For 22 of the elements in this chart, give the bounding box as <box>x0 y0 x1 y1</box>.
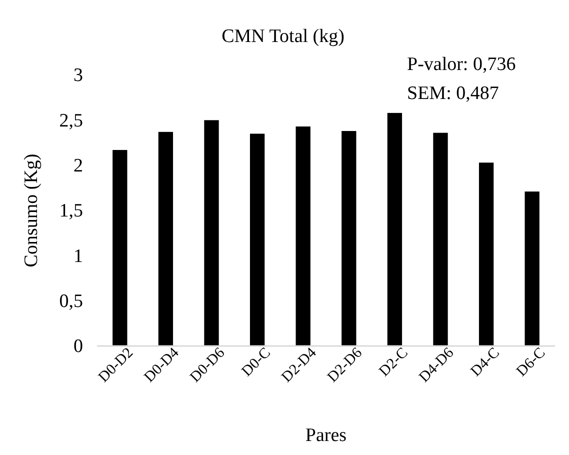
chart-title: CMN Total (kg) <box>222 26 344 47</box>
text: P-valor: 0,736 <box>407 54 516 75</box>
y-axis-title: Consumo (Kg) <box>21 154 42 268</box>
y-tick-label: 0,5 <box>59 290 83 312</box>
bar <box>204 120 219 346</box>
bar <box>342 131 356 346</box>
y-tick-label: 2,5 <box>59 110 83 132</box>
bar <box>387 112 402 346</box>
bar <box>250 134 265 346</box>
bar <box>433 132 448 346</box>
annotation: SEM: 0,487 <box>407 83 499 104</box>
bar <box>478 162 494 346</box>
bar <box>112 150 128 346</box>
y-tick-label: 2 <box>74 155 83 176</box>
y-tick-label: 3 <box>74 65 83 86</box>
bar <box>296 126 310 346</box>
y-tick-label: 1,5 <box>59 200 83 222</box>
bar <box>524 192 540 346</box>
x-axis-title: Pares <box>305 425 347 446</box>
y-tick-label: 0 <box>74 336 83 358</box>
bar <box>158 132 174 346</box>
y-tick-label: 1 <box>74 246 83 267</box>
